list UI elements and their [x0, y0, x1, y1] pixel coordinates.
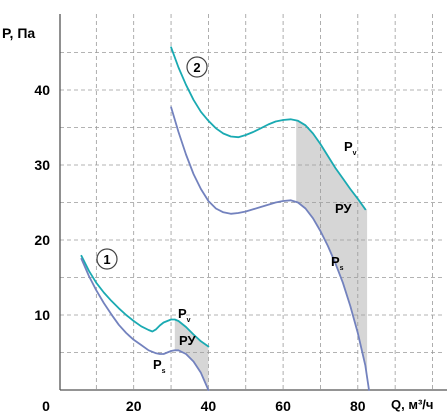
curve-marker-1-text: 1 — [103, 252, 110, 267]
x-tick-label: 0 — [42, 398, 50, 413]
series-line-ps-curve-2 — [170, 106, 370, 391]
x-tick-label: 40 — [201, 398, 217, 413]
series-label-ps-curve-2: Ps — [331, 254, 344, 272]
series-line-pv-curve-2 — [170, 46, 367, 211]
tick-labels: 0 20 40 60 80 10 20 30 40 — [34, 82, 365, 413]
series-label-pv-curve-1: Pv — [178, 306, 191, 324]
x-tick-label: 20 — [126, 398, 142, 413]
operating-regions — [174, 120, 368, 390]
y-tick-label: 40 — [34, 82, 50, 98]
region-label-curve-2: РУ — [335, 201, 352, 216]
series-line-ps-curve-1 — [80, 257, 210, 391]
series-label-ps-curve-1: Ps — [153, 357, 166, 375]
axes — [59, 14, 447, 391]
y-tick-label: 30 — [34, 157, 50, 173]
x-tick-label: 60 — [275, 398, 291, 413]
series-lines — [80, 46, 370, 391]
series-label-pv-curve-2: Pv — [344, 139, 357, 157]
operating-region-curve-2 — [296, 120, 368, 378]
y-tick-label: 10 — [34, 307, 50, 323]
curve-marker-1: 1 — [96, 248, 118, 270]
region-label-curve-1: РУ — [179, 333, 196, 348]
y-tick-label: 20 — [34, 232, 50, 248]
operating-region-curve-1 — [174, 319, 209, 390]
y-axis-title: P, Па — [2, 25, 35, 41]
curve-marker-2: 2 — [186, 56, 208, 78]
series-line-pv-curve-1 — [80, 254, 210, 348]
curve-marker-2-text: 2 — [193, 60, 200, 75]
x-axis-title: Q, м³/ч — [391, 397, 433, 412]
grid — [60, 14, 445, 390]
x-tick-label: 80 — [350, 398, 366, 413]
